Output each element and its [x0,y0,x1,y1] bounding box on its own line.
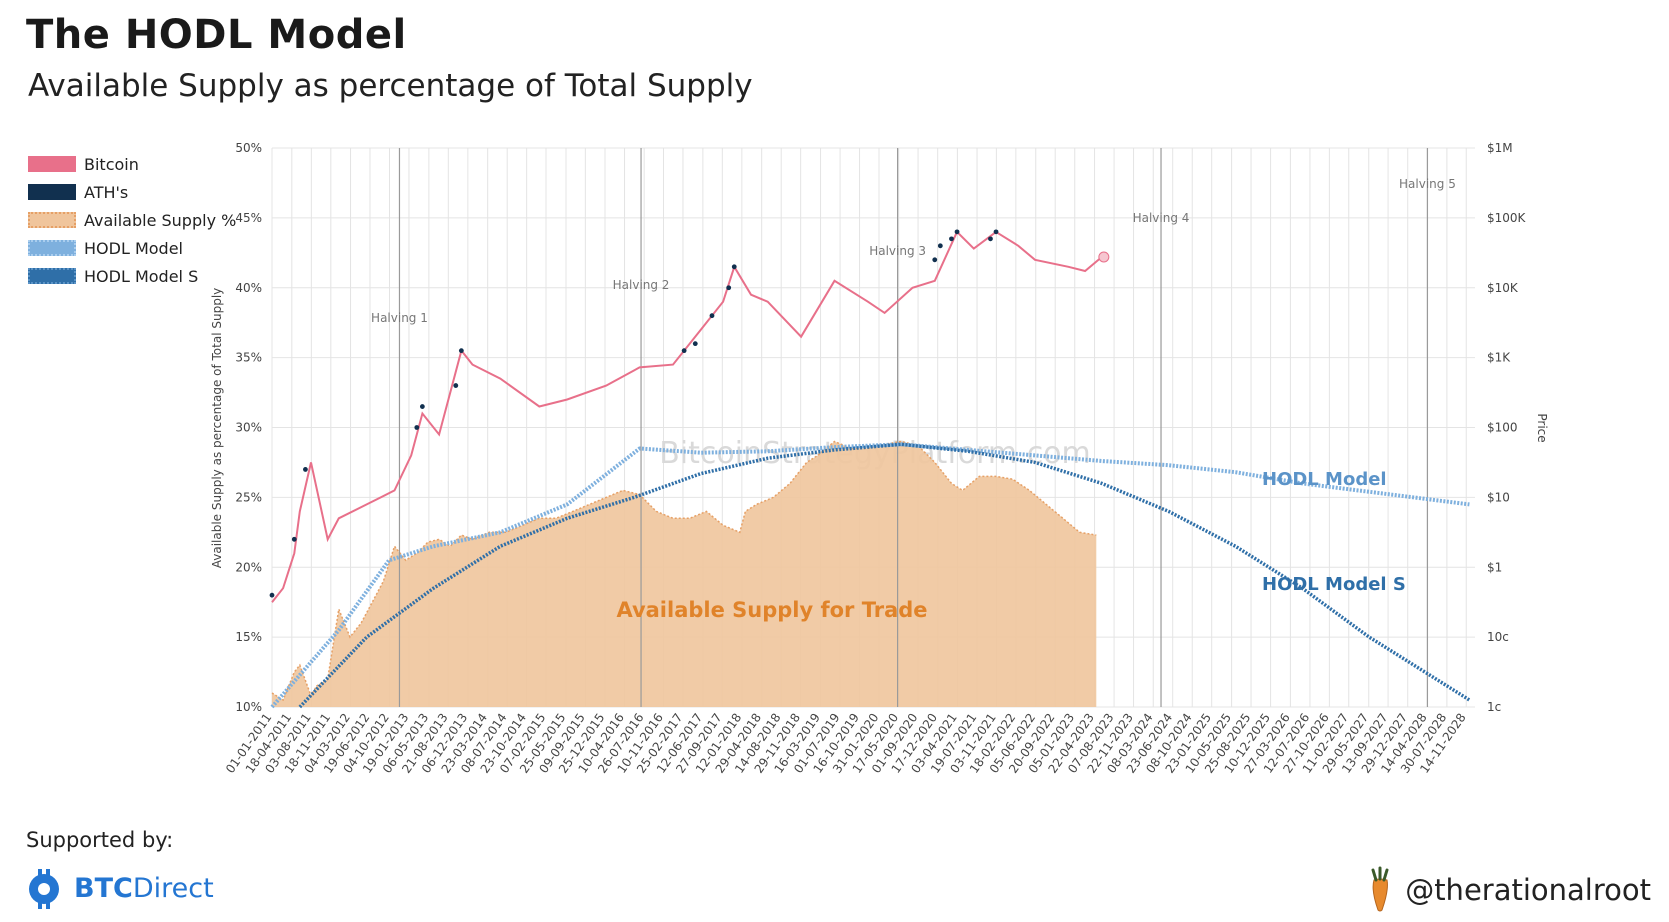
halving-label: Halving 1 [371,311,428,325]
halving-label: Halving 3 [869,244,926,258]
halving-label: Halving 5 [1399,177,1456,191]
series-hodl-model [270,442,1470,709]
y2-tick-label: $100 [1487,421,1518,435]
ath-point [419,404,425,409]
legend-label-ath: ATH's [84,182,129,202]
y-tick-label: 50% [235,141,262,155]
ath-point [709,313,715,319]
y-tick-label: 25% [235,490,262,504]
supported-by-label: Supported by: [26,828,174,852]
ath-point [291,536,297,542]
ath-point [458,348,464,354]
legend-label-hodl-model: HODL Model [84,238,183,258]
ath-point [993,229,999,235]
halving-label: Halving 2 [613,278,670,292]
legend-swatch-hodl-model-s [28,268,76,284]
brand-name-bold: BTC [74,872,133,904]
legend-label-available-supply: Available Supply % [84,210,237,230]
y-tick-label: 15% [235,630,262,644]
ath-point [726,285,732,291]
ath-point [731,264,737,270]
ath-point [269,592,275,598]
author-handle-text: @therationalroot [1405,873,1651,907]
btcdirect-logo[interactable]: BTCDirect [24,866,214,910]
y-axis-title: Available Supply as percentage of Total … [210,288,224,569]
ath-point [988,236,993,242]
carrot-icon [1371,866,1389,912]
legend-swatch-hodl-model [28,240,76,256]
halving-label: Halving 4 [1133,211,1190,225]
ath-point [949,236,954,242]
legend: Bitcoin ATH's Available Supply % HODL Mo… [28,150,236,290]
legend-label-hodl-model-s: HODL Model S [84,266,199,286]
ath-point [303,467,308,472]
y-tick-label: 35% [235,351,262,365]
legend-item-hodl-model-s[interactable]: HODL Model S [28,262,236,290]
series-bitcoin [271,230,1103,603]
y2-tick-label: $1 [1487,560,1502,574]
ath-point [681,348,687,354]
ath-point [954,229,960,235]
legend-swatch-bitcoin [28,156,76,172]
series-available-supply-area [272,441,1097,707]
y2-tick-label: $1M [1487,141,1513,155]
legend-label-bitcoin: Bitcoin [84,154,139,174]
y-tick-label: 40% [235,281,262,295]
y-tick-label: 45% [235,211,262,225]
chart-subtitle: Available Supply as percentage of Total … [28,68,753,104]
legend-item-bitcoin[interactable]: Bitcoin [28,150,236,178]
y2-tick-label: $1K [1487,351,1511,365]
chart-title: The HODL Model [26,12,407,58]
legend-item-ath[interactable]: ATH's [28,178,236,206]
y2-tick-label: $10 [1487,490,1510,504]
legend-item-hodl-model[interactable]: HODL Model [28,234,236,262]
ath-point [692,341,698,347]
y-tick-label: 30% [235,421,262,435]
hodl-model-label: HODL Model [1262,469,1387,490]
y-tick-label: 20% [235,560,262,574]
y2-axis-title: Price [1535,413,1549,442]
y-tick-label: 10% [235,700,262,714]
legend-item-available-supply[interactable]: Available Supply % [28,206,236,234]
ath-point [932,257,938,263]
y2-tick-label: 1c [1487,700,1501,714]
y2-tick-label: $10K [1487,281,1519,295]
bitcoin-current-point [1098,251,1110,263]
legend-swatch-ath [28,184,76,200]
ath-point [453,383,459,388]
author-handle[interactable]: @therationalroot [1365,866,1651,914]
available-supply-label: Available Supply for Trade [616,598,927,622]
hodl-model-s-label: HODL Model S [1262,574,1406,595]
series-hodl-model-s [298,442,1471,709]
y2-tick-label: 10c [1487,630,1509,644]
legend-swatch-available-supply [28,212,76,228]
brand-name-rest: Direct [132,872,214,904]
bitcoin-logo-icon [29,869,59,909]
ath-point [414,425,420,430]
ath-point [937,243,943,249]
y2-tick-label: $100K [1487,211,1527,225]
